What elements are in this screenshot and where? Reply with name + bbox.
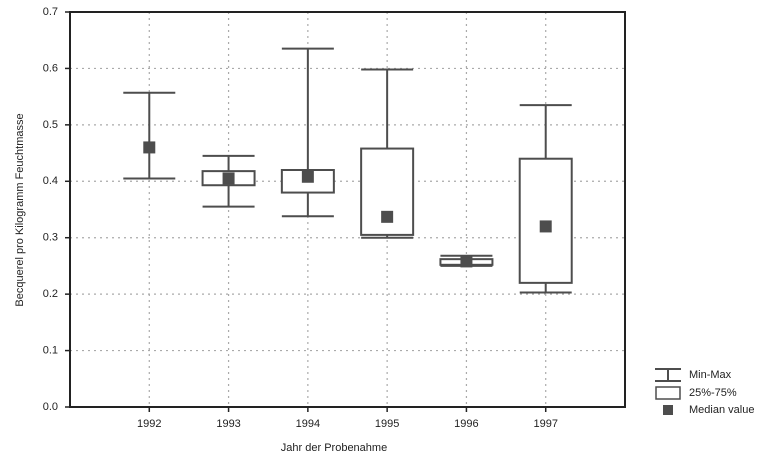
y-tick-label: 0.2	[43, 288, 58, 300]
y-tick-label: 0.4	[43, 175, 58, 187]
box	[360, 147, 415, 236]
y-tick-label: 0.3	[43, 232, 58, 244]
x-tick-label: 1997	[533, 418, 557, 430]
median-marker	[222, 172, 235, 185]
y-tick-label: 0.1	[43, 344, 58, 356]
x-tick-label: 1996	[454, 418, 478, 430]
legend-label: 25%-75%	[689, 387, 737, 399]
y-tick-label: 0.0	[43, 401, 58, 413]
y-tick-label: 0.7	[43, 6, 58, 18]
x-tick-label: 1992	[137, 418, 161, 430]
y-tick-label: 0.6	[43, 62, 58, 74]
plot-frame	[69, 11, 626, 408]
x-tick-label: 1995	[375, 418, 399, 430]
median-marker	[143, 141, 156, 154]
legend-label: Min-Max	[689, 369, 732, 381]
legend-icon	[655, 386, 681, 400]
median-marker	[460, 255, 473, 268]
y-axis-label: Becquerel pro Kilogramm Feuchtmasse	[14, 113, 26, 306]
legend-label: Median value	[689, 404, 754, 416]
median-marker	[301, 170, 314, 183]
x-axis-label: Jahr der Probenahme	[281, 442, 387, 454]
median-marker	[381, 210, 394, 223]
legend-icon	[663, 405, 673, 415]
x-tick-label: 1993	[216, 418, 240, 430]
median-marker	[539, 220, 552, 233]
y-tick-label: 0.5	[43, 119, 58, 131]
x-tick-label: 1994	[296, 418, 320, 430]
